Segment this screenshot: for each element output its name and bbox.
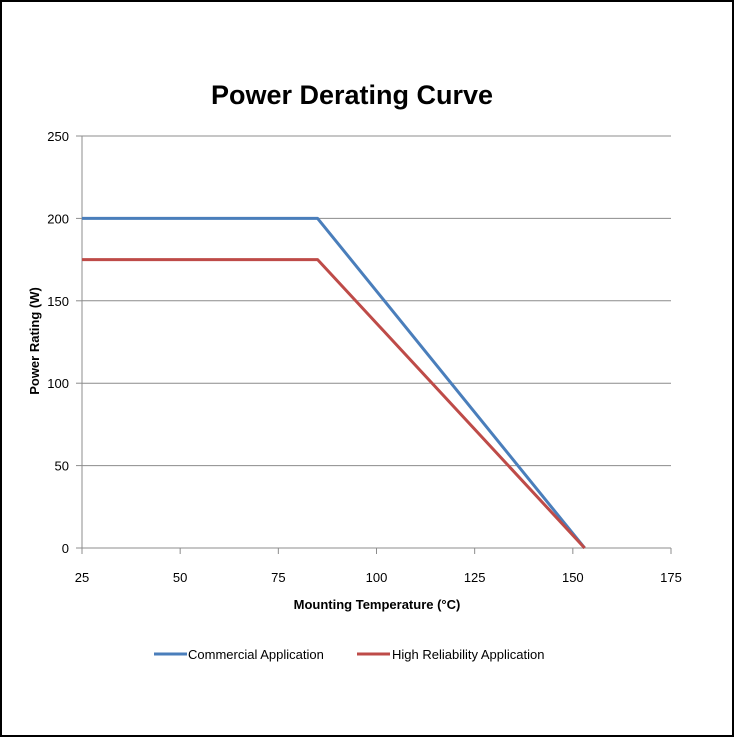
x-tick-label-125: 125 [464,570,486,585]
y-tick-label-0: 0 [62,541,69,556]
series-line-2 [82,258,586,550]
chart-title: Power Derating Curve [211,80,493,110]
x-axis-label: Mounting Temperature (°C) [294,597,461,612]
axes [76,135,672,554]
series-line-1 [82,216,586,549]
y-tick-label-150: 150 [47,294,69,309]
x-tick-label-50: 50 [173,570,187,585]
legend: Commercial Application High Reliability A… [154,647,544,662]
grid-lines [82,135,671,467]
y-tick-label-100: 100 [47,376,69,391]
x-tick-label-75: 75 [271,570,285,585]
legend-label-2: High Reliability Application [392,647,544,662]
x-tick-label-175: 175 [660,570,682,585]
x-tick-label-150: 150 [562,570,584,585]
y-tick-label-200: 200 [47,211,69,226]
y-tick-label-250: 250 [47,129,69,144]
y-tick-label-50: 50 [55,459,69,474]
x-tick-label-100: 100 [366,570,388,585]
legend-label-1: Commercial Application [188,647,324,662]
x-tick-label-25: 25 [75,570,89,585]
x-tick-labels: 25 50 75 100 125 150 175 [75,570,682,585]
y-axis-label: Power Rating (W) [27,287,42,395]
y-tick-labels: 0 50 100 150 200 250 [47,129,69,556]
series-lines [82,216,586,550]
